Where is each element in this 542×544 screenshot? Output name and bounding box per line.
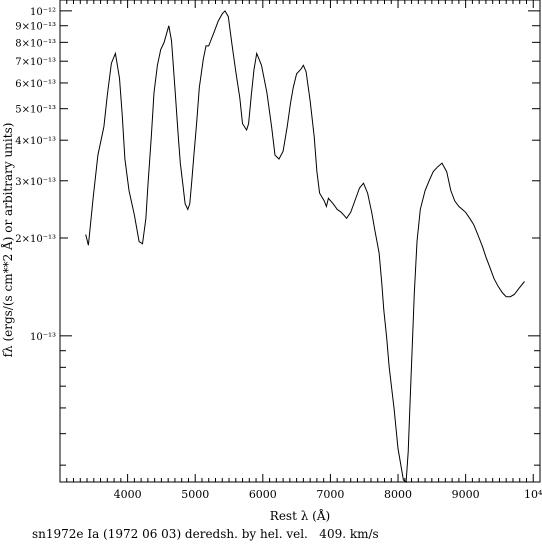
plot-frame [59,0,541,483]
x-axis-ticks: 4000 5000 6000 7000 8000 9000 10⁴ [66,0,542,501]
y-tick-label: 10⁻¹² [30,7,56,18]
spectrum-caption: sn1972e Ia (1972 06 03) deredsh. by hel.… [32,527,379,541]
x-tick-label: 9000 [452,488,480,501]
y-tick-label: 4×10⁻¹³ [15,136,56,147]
x-axis-label: Rest λ (Å) [270,508,330,523]
y-tick-label: 7×10⁻¹³ [15,57,56,68]
y-axis-ticks: 10⁻¹³ 2×10⁻¹³ 3×10⁻¹³ 4×10⁻¹³ 5×10⁻¹³ 6×10⁻¹³… [15,7,540,466]
y-tick-label: 10⁻¹³ [30,332,56,343]
y-tick-label: 3×10⁻¹³ [15,177,56,188]
y-tick-label: 5×10⁻¹³ [15,105,56,116]
y-axis-label: fλ (ergs/(s cm**2 Å) or arbitrary units) [0,123,15,358]
y-tick-label: 8×10⁻¹³ [15,38,56,49]
x-tick-label: 8000 [384,488,412,501]
x-tick-label: 10⁴ [524,488,542,501]
y-tick-label: 6×10⁻¹³ [15,79,56,90]
x-tick-label: 7000 [316,488,344,501]
x-tick-label: 5000 [181,488,209,501]
y-tick-label: 2×10⁻¹³ [15,234,56,245]
x-tick-label: 6000 [249,488,277,501]
x-tick-label: 4000 [114,488,142,501]
spectrum-line [85,10,525,483]
y-tick-label: 9×10⁻¹³ [15,22,56,33]
